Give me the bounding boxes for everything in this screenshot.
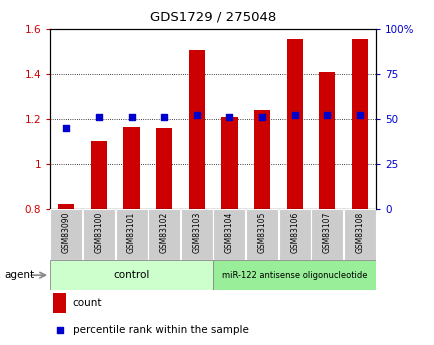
Point	[290, 113, 297, 118]
Bar	[148, 209, 180, 260]
Bar	[123, 127, 139, 209]
Point	[258, 115, 265, 120]
Text: GSM83102: GSM83102	[159, 211, 168, 253]
Bar	[319, 72, 335, 209]
Text: GSM83107: GSM83107	[322, 211, 331, 253]
Text: GSM83101: GSM83101	[127, 211, 136, 253]
Bar	[278, 209, 310, 260]
Bar	[253, 110, 270, 209]
Point	[356, 113, 363, 118]
Bar	[246, 209, 277, 260]
Bar	[311, 209, 342, 260]
Text: GDS1729 / 275048: GDS1729 / 275048	[150, 10, 276, 23]
Bar	[58, 204, 74, 209]
Bar	[221, 117, 237, 209]
Bar	[50, 209, 82, 260]
Bar	[188, 49, 204, 209]
Text: GSM83100: GSM83100	[94, 211, 103, 253]
Text: count: count	[73, 298, 102, 308]
Point	[226, 115, 233, 120]
Point	[128, 115, 135, 120]
Point	[193, 113, 200, 118]
Bar	[83, 209, 115, 260]
Bar	[50, 260, 213, 290]
Point	[62, 125, 69, 131]
Bar	[156, 128, 172, 209]
Point	[323, 113, 330, 118]
Text: GSM83104: GSM83104	[224, 211, 233, 253]
Text: agent: agent	[4, 270, 34, 280]
Point	[56, 327, 63, 333]
Point	[95, 115, 102, 120]
Text: GSM83105: GSM83105	[257, 211, 266, 253]
Bar	[213, 209, 245, 260]
Text: GSM83108: GSM83108	[355, 211, 364, 253]
Text: miR-122 antisense oligonucleotide: miR-122 antisense oligonucleotide	[221, 270, 367, 280]
Bar	[343, 209, 375, 260]
Bar	[115, 209, 147, 260]
Bar	[286, 39, 302, 209]
Bar	[181, 209, 212, 260]
Bar	[213, 260, 375, 290]
Text: control: control	[113, 270, 149, 280]
Text: GSM83090: GSM83090	[62, 211, 71, 253]
Bar	[53, 293, 66, 313]
Text: GSM83103: GSM83103	[192, 211, 201, 253]
Text: percentile rank within the sample: percentile rank within the sample	[73, 325, 248, 335]
Bar	[351, 39, 367, 209]
Bar	[91, 141, 107, 209]
Point	[161, 115, 168, 120]
Text: GSM83106: GSM83106	[289, 211, 299, 253]
